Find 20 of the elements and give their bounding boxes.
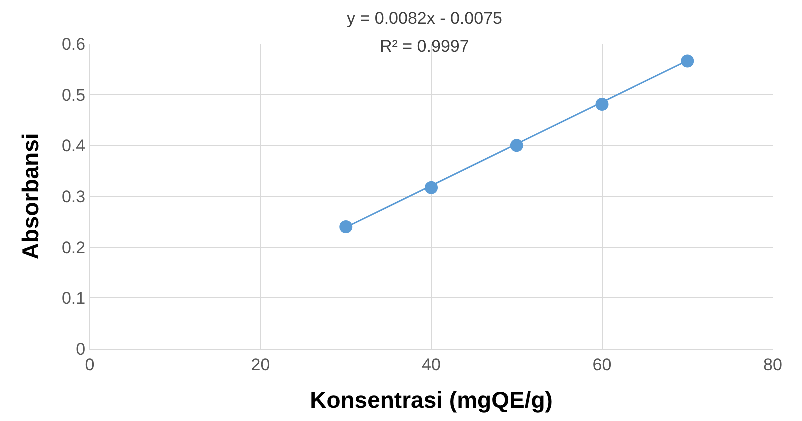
y-tick-label: 0.6 xyxy=(62,34,86,54)
y-tick-label: 0.3 xyxy=(62,187,86,206)
point xyxy=(681,54,694,68)
y-tick-label: 0 xyxy=(76,340,86,359)
point xyxy=(510,139,524,152)
y-tick-label: 0.1 xyxy=(62,289,86,308)
annotation: R² = 0.9997 xyxy=(380,37,470,56)
point xyxy=(340,220,353,234)
x-axis-title: Konsentrasi (mgQE/g) xyxy=(310,387,553,413)
point xyxy=(596,98,609,111)
x-tick-label: 40 xyxy=(422,355,441,374)
y-axis-title: Absorbansi xyxy=(17,133,44,260)
x-tick-label: 20 xyxy=(251,355,270,374)
y-tick-label: 0.4 xyxy=(62,136,86,156)
x-tick-label: 80 xyxy=(764,355,782,374)
y-tick-label: 0.5 xyxy=(62,86,86,105)
text: y = 0.0082x - 0.0075 xyxy=(347,9,502,28)
y-tick-label: 0.2 xyxy=(62,238,86,258)
point xyxy=(425,181,438,194)
x-tick-label: 60 xyxy=(592,355,612,374)
